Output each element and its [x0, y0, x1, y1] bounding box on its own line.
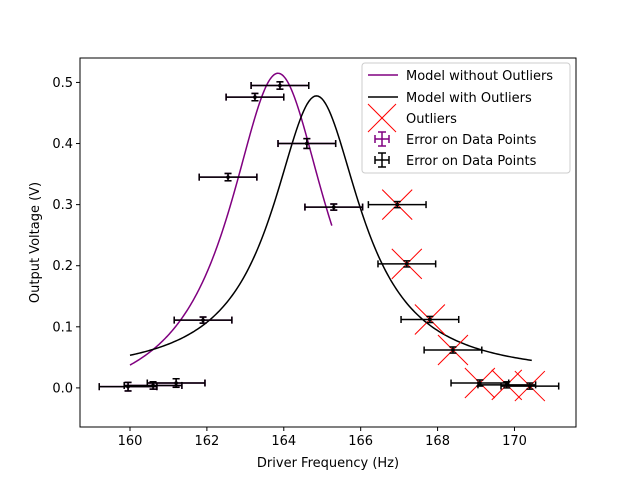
plot-area [98, 72, 560, 402]
error-bar-with-outliers [500, 382, 560, 390]
legend-box [361, 62, 571, 174]
model-with-outliers-line [129, 95, 532, 362]
legend-label-model-with: Model with Outliers [406, 91, 532, 106]
legend-label-model-without: Model without Outliers [406, 69, 553, 84]
error-bar-with-outliers [367, 200, 427, 209]
error-bar-with-outliers [277, 137, 337, 150]
y-tick-label: 0.0 [52, 381, 73, 396]
error-bar-with-outliers [173, 316, 233, 324]
error-bar-with-outliers [304, 203, 364, 211]
error-bar-with-outliers [198, 172, 258, 182]
y-tick-label: 0.3 [52, 198, 73, 213]
x-axis-label: Driver Frequency (Hz) [257, 456, 399, 471]
x-tick-label: 168 [425, 434, 450, 449]
y-tick-label: 0.4 [52, 137, 73, 152]
legend-label-outliers: Outliers [406, 112, 457, 127]
error-bar-with-outliers [250, 81, 310, 90]
legend-swatch-outliers [367, 103, 397, 133]
error-bar-with-outliers [146, 377, 206, 389]
error-bar-with-outliers [377, 260, 437, 268]
legend-swatch-err-with [374, 152, 390, 168]
axes-frame [79, 57, 577, 428]
legend: Model without Outliers Model with Outlie… [361, 62, 571, 174]
x-tick-label: 162 [194, 434, 219, 449]
y-axis-label: Output Voltage (V) [28, 182, 43, 303]
y-tick-label: 0.1 [52, 320, 73, 335]
x-tick-label: 160 [118, 434, 143, 449]
error-bar-with-outliers [225, 92, 285, 102]
x-tick-label: 164 [271, 434, 296, 449]
model-without-outliers-line [129, 72, 333, 366]
y-tick-label: 0.5 [52, 76, 73, 91]
x-tick-label: 170 [502, 434, 527, 449]
legend-swatch-err-without [374, 131, 390, 147]
plot-content [98, 72, 560, 402]
y-tick-label: 0.2 [52, 259, 73, 274]
x-tick-label: 166 [348, 434, 373, 449]
error-bar-with-outliers [400, 315, 460, 324]
error-bar-with-outliers [423, 346, 483, 354]
legend-label-err-without: Error on Data Points [406, 133, 537, 148]
legend-label-err-with: Error on Data Points [406, 154, 537, 169]
ticks: 160 162 164 166 168 170 0.0 0.1 0.2 0.3 0.4 0.5 [52, 76, 527, 449]
